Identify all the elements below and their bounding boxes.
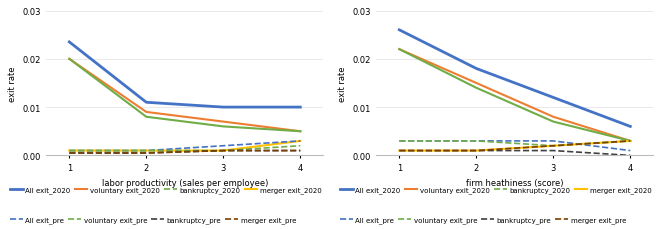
X-axis label: labor productivity (sales per employee): labor productivity (sales per employee) [102, 178, 268, 187]
X-axis label: firm heathiness (score): firm heathiness (score) [466, 178, 564, 187]
Legend: All exit_pre, voluntary exit_pre, bankruptcy_pre, merger exit_pre: All exit_pre, voluntary exit_pre, bankru… [340, 217, 626, 223]
Legend: All exit_2020, voluntary exit_2020, bankruptcy_2020, merger exit_2020: All exit_2020, voluntary exit_2020, bank… [10, 187, 321, 194]
Legend: All exit_2020, voluntary exit_2020, bankruptcy_2020, merger exit_2020: All exit_2020, voluntary exit_2020, bank… [340, 187, 651, 194]
Y-axis label: exit rate: exit rate [9, 66, 17, 101]
Legend: All exit_pre, voluntary exit_pre, bankruptcy_pre, merger exit_pre: All exit_pre, voluntary exit_pre, bankru… [10, 217, 296, 223]
Y-axis label: exit rate: exit rate [339, 66, 347, 101]
